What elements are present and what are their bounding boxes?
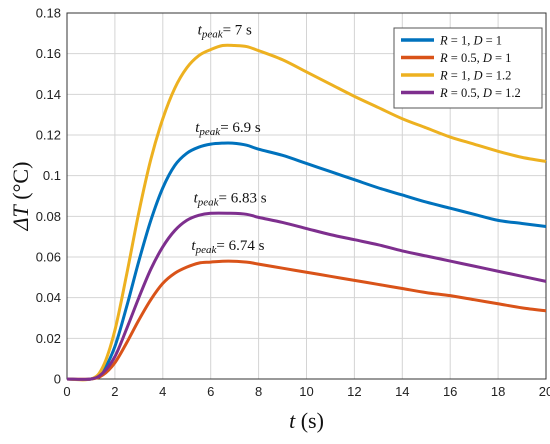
x-axis-label: t (s) [289,408,324,433]
y-tick-label: 0 [54,372,61,387]
series-line [66,259,547,381]
series-layer [66,43,547,382]
y-tick-label: 0.16 [36,46,61,61]
legend-label: R = 1, D = 1.2 [439,69,511,83]
peak-annotation: tpeak= 6.83 s [194,190,267,208]
peak-annotation: tpeak= 7 s [198,23,252,41]
x-tick-label: 6 [207,384,214,399]
peak-annotations: tpeak= 7 s tpeak= 6.9 s tpeak= 6.83 s tpeak… [191,23,266,257]
legend-label: R = 0.5, D = 1 [439,51,511,65]
tick-labels: 0 2 4 6 8 10 12 14 16 18 20 0 0.02 0.04 0.06 0.08 0.1 0.1… [36,6,550,400]
series-line [66,43,547,382]
y-tick-label: 0.06 [36,250,61,265]
x-tick-label: 4 [159,384,166,399]
x-tick-label: 0 [63,384,70,399]
y-tick-label: 0.08 [36,209,61,224]
x-tick-label: 20 [539,384,550,399]
y-tick-label: 0.14 [36,87,61,102]
x-tick-label: 16 [443,384,457,399]
x-tick-label: 10 [299,384,313,399]
x-tick-label: 12 [347,384,361,399]
y-tick-label: 0.12 [36,128,61,143]
legend-label: R = 1, D = 1 [439,34,502,48]
y-tick-label: 0.02 [36,331,61,346]
x-tick-label: 14 [395,384,409,399]
peak-annotation: tpeak= 6.9 s [195,120,261,138]
legend-label: R = 0.5, D = 1.2 [439,86,521,100]
peak-annotation: tpeak= 6.74 s [191,238,264,256]
x-tick-label: 18 [491,384,505,399]
series-line [66,211,547,381]
series-line [66,141,547,382]
plot-frame [66,12,547,380]
x-tick-label: 2 [111,384,118,399]
legend: R = 1, D = 1 R = 0.5, D = 1 R = 1, D = 1.2… [393,27,543,109]
y-axis-label: ΔT (°C) [8,162,33,232]
y-tick-label: 0.18 [36,6,61,21]
y-tick-label: 0.1 [43,168,61,183]
x-tick-label: 8 [255,384,262,399]
y-tick-label: 0.04 [36,290,61,305]
